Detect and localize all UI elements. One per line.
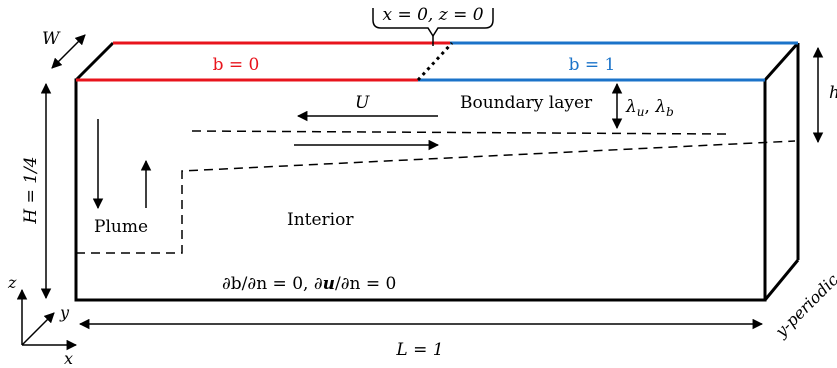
plume-label: Plume bbox=[94, 217, 148, 237]
box-bottom-right-edge bbox=[763, 259, 800, 301]
height-label: H = 1/4 bbox=[21, 156, 41, 224]
domain-box bbox=[74, 41, 800, 302]
x-axis-label: x bbox=[64, 349, 73, 368]
box-top-left-edge bbox=[74, 41, 115, 82]
hot-boundary-label: b = 1 bbox=[569, 55, 616, 75]
y-axis-arrow bbox=[21, 312, 55, 346]
width-label: W bbox=[42, 29, 61, 49]
plume-boundary-dashed bbox=[76, 140, 796, 254]
interior-label: Interior bbox=[287, 210, 354, 230]
boundary-layer-edge-dashed bbox=[191, 130, 728, 135]
boundary-layer-label: Boundary layer bbox=[460, 93, 593, 113]
y-axis-label: y bbox=[59, 303, 70, 322]
velocity-label: U bbox=[355, 93, 370, 113]
width-dimension-arrow bbox=[51, 34, 86, 69]
box-top-right-edge bbox=[763, 42, 800, 81]
z-axis-label: z bbox=[7, 273, 17, 292]
cold-boundary-label: b = 0 bbox=[213, 55, 260, 75]
boundary-layer-thickness-label: λu, λb bbox=[625, 97, 674, 119]
bottom-boundary-condition-label: ∂b/∂n = 0, ∂u/∂n = 0 bbox=[222, 274, 396, 294]
origin-divider-line bbox=[416, 41, 454, 82]
h-label: h bbox=[829, 83, 837, 103]
coordinate-axes: z y x bbox=[7, 273, 78, 368]
length-label: L = 1 bbox=[395, 340, 443, 360]
origin-label: x = 0, z = 0 bbox=[382, 5, 483, 25]
